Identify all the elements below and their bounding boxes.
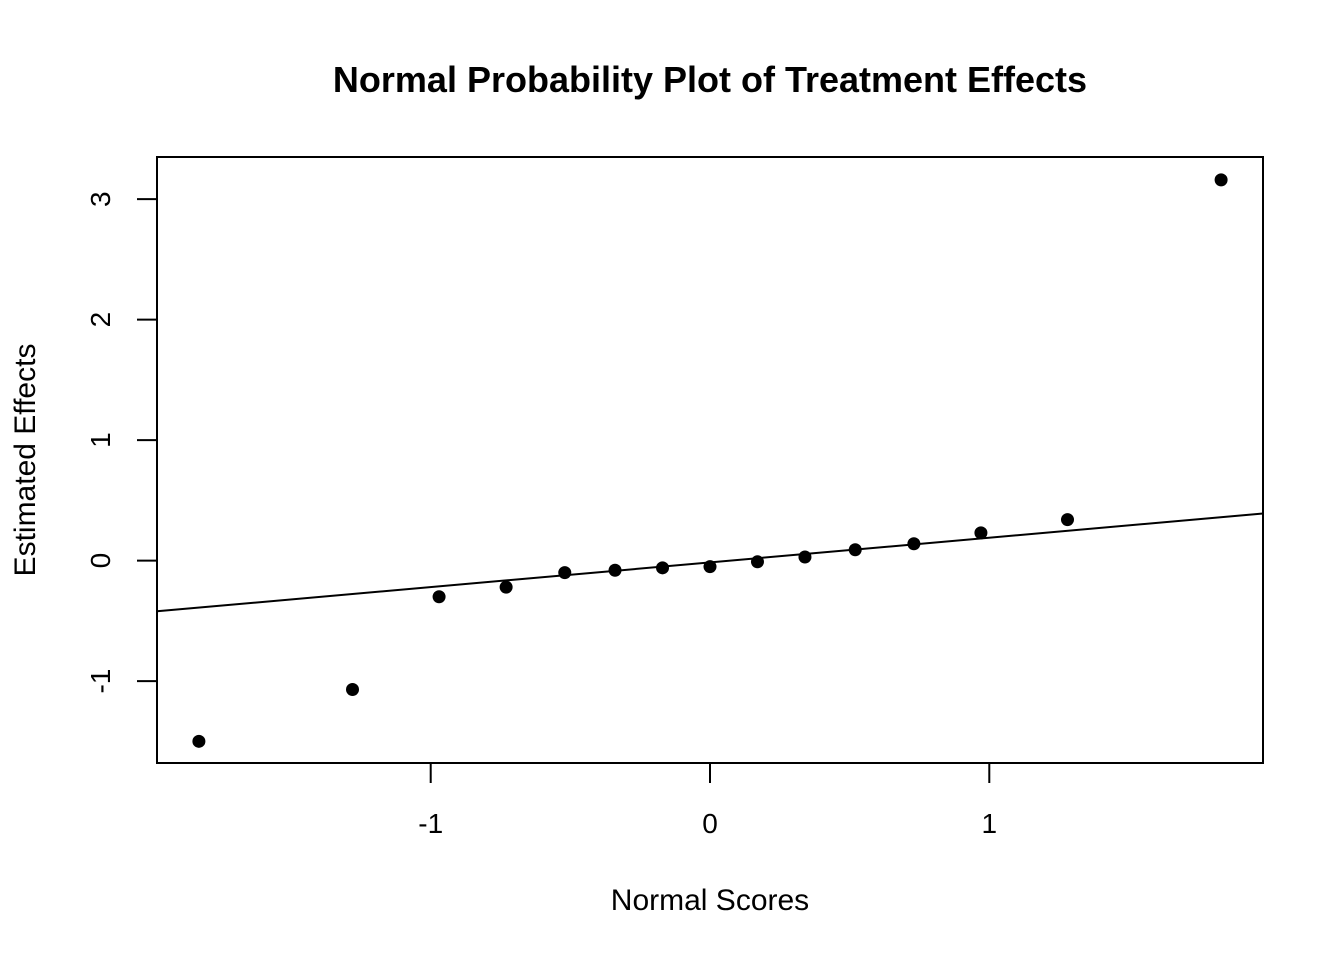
chart-title: Normal Probability Plot of Treatment Eff… bbox=[333, 59, 1087, 100]
data-point bbox=[1060, 513, 1074, 527]
x-tick-label: 0 bbox=[702, 808, 718, 839]
data-point bbox=[703, 560, 717, 574]
data-point bbox=[1214, 173, 1228, 187]
x-axis: -1 0 1 bbox=[418, 762, 998, 839]
y-tick-label: 0 bbox=[85, 553, 116, 569]
y-axis: -1 0 1 2 3 bbox=[85, 191, 158, 694]
data-point bbox=[499, 580, 513, 594]
plot-frame bbox=[156, 156, 1264, 764]
x-axis-label: Normal Scores bbox=[611, 884, 809, 917]
x-tick-label: -1 bbox=[418, 808, 443, 839]
data-point bbox=[192, 734, 206, 748]
data-point bbox=[848, 543, 862, 557]
data-point bbox=[558, 566, 572, 580]
data-point bbox=[750, 555, 764, 569]
y-tick-label: -1 bbox=[85, 669, 116, 694]
y-tick-label: 2 bbox=[85, 312, 116, 328]
y-axis-label: Estimated Effects bbox=[9, 344, 42, 577]
data-point bbox=[974, 526, 988, 540]
data-point bbox=[346, 683, 360, 697]
x-tick-label: 1 bbox=[982, 808, 998, 839]
data-point bbox=[907, 537, 921, 551]
y-tick-label: 1 bbox=[85, 432, 116, 448]
data-point bbox=[432, 590, 446, 604]
data-point bbox=[656, 561, 670, 575]
y-tick-label: 3 bbox=[85, 191, 116, 207]
data-point bbox=[608, 563, 622, 577]
data-points bbox=[192, 173, 1228, 748]
data-point bbox=[798, 550, 812, 564]
